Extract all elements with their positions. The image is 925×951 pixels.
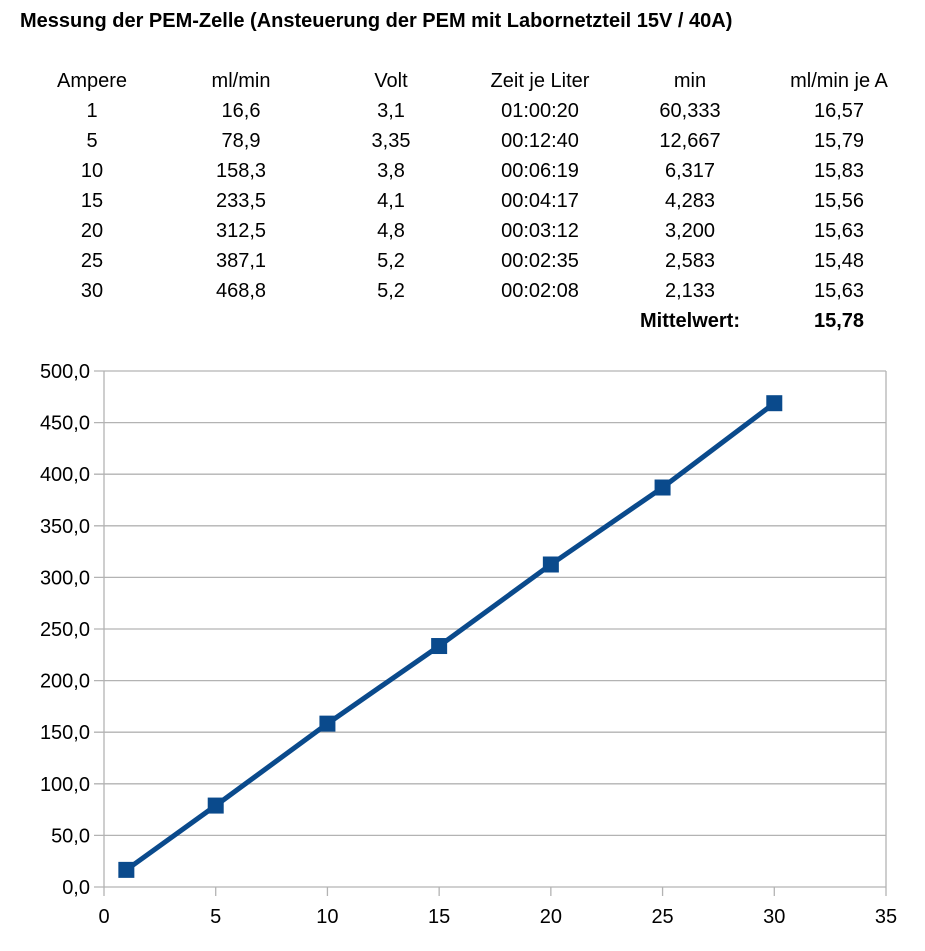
x-tick-label: 30	[763, 906, 785, 928]
table-row-cell: 15	[80, 190, 104, 212]
table-row-cell: 00:06:19	[501, 160, 579, 182]
table-row-cell: 3,1	[377, 100, 405, 122]
table-row-cell: 1	[86, 100, 98, 122]
table-row: 25 387,1 5,2 00:02:35 2,583 15,48	[0, 250, 925, 280]
x-tick-label: 15	[428, 906, 450, 928]
y-tick-label: 0,0	[62, 877, 90, 899]
table-row: 15 233,5 4,1 00:04:17 4,283 15,56	[0, 190, 925, 220]
table-row-cell: 15,63	[813, 280, 865, 302]
table-row-cell: 00:02:08	[501, 280, 579, 302]
table-row-cell: 4,8	[377, 220, 405, 242]
table-row-cell: 00:04:17	[501, 190, 579, 212]
table-header-cell: Ampere	[56, 70, 128, 92]
table-row-cell: 387,1	[215, 250, 267, 272]
y-tick-label: 350,0	[40, 516, 90, 538]
table-row-cell: 15,79	[813, 130, 865, 152]
table-header-cell: Volt	[374, 70, 408, 92]
table-row-cell: 2,133	[664, 280, 716, 302]
table-row-cell: 3,8	[377, 160, 405, 182]
y-tick-label: 400,0	[40, 464, 90, 486]
table-row-cell: 12,667	[659, 130, 721, 152]
table-row-cell: 15,83	[813, 160, 865, 182]
table-row-cell: 5	[86, 130, 98, 152]
y-tick-label: 150,0	[40, 722, 90, 744]
table-row-cell: 15,48	[813, 250, 865, 272]
table-row-cell: 60,333	[659, 100, 721, 122]
square-marker-icon	[766, 395, 783, 412]
x-tick-label: 35	[875, 906, 897, 928]
table-row-cell: 00:02:35	[501, 250, 579, 272]
table-row-cell: 158,3	[215, 160, 267, 182]
x-tick-label: 10	[316, 906, 338, 928]
table-row-cell: 468,8	[215, 280, 267, 302]
y-tick-label: 450,0	[40, 413, 90, 435]
table-row-cell: 312,5	[215, 220, 267, 242]
summary-row: Mittelwert: 15,78	[0, 310, 925, 340]
summary-row-cell: Mittelwert:	[640, 310, 740, 332]
table-row-cell: 3,200	[664, 220, 716, 242]
table-header-cell: Zeit je Liter	[490, 70, 590, 92]
y-tick-label: 100,0	[40, 774, 90, 796]
table-row-cell: 233,5	[215, 190, 267, 212]
table-row: 1 16,6 3,1 01:00:20 60,333 16,57	[0, 100, 925, 130]
table-header: Ampere ml/min Volt Zeit je Liter min ml/min j…	[0, 70, 925, 100]
table-row: 5 78,9 3,35 00:12:40 12,667 15,79	[0, 130, 925, 160]
table-row: 20 312,5 4,8 00:03:12 3,200 15,63	[0, 220, 925, 250]
table-row-cell: 2,583	[664, 250, 716, 272]
y-tick-label: 250,0	[40, 619, 90, 641]
table-row: 30 468,8 5,2 00:02:08 2,133 15,63	[0, 280, 925, 310]
table-row-cell: 25	[80, 250, 104, 272]
table-header-cell: min	[673, 70, 707, 92]
x-tick-label: 20	[540, 906, 562, 928]
square-marker-icon	[654, 479, 671, 496]
table-row-cell: 01:00:20	[501, 100, 579, 122]
table-row-cell: 00:12:40	[501, 130, 579, 152]
x-tick-label: 0	[98, 906, 109, 928]
table-row-cell: 30	[80, 280, 104, 302]
table-row-cell: 10	[80, 160, 104, 182]
x-tick-label: 5	[210, 906, 221, 928]
summary-row-cell: 15,78	[813, 310, 865, 332]
table-header-cell: ml/min je A	[790, 70, 888, 92]
table-row-cell: 5,2	[377, 250, 405, 272]
y-tick-label: 200,0	[40, 671, 90, 693]
square-marker-icon	[207, 797, 224, 814]
table-row-cell: 00:03:12	[501, 220, 579, 242]
table-row-cell: 4,1	[377, 190, 405, 212]
line-chart: 0,0 50,0 100,0 150,0 200,0 250,0 300,0 350,0 400…	[40, 361, 897, 928]
square-marker-icon	[118, 861, 135, 878]
table-row-cell: 15,63	[813, 220, 865, 242]
page-title: Messung der PEM-Zelle (Ansteuerung der P…	[20, 10, 733, 32]
y-tick-label: 500,0	[40, 361, 90, 383]
table-row-cell: 78,9	[221, 130, 261, 152]
y-tick-label: 300,0	[40, 567, 90, 589]
square-marker-icon	[431, 638, 448, 655]
table-row-cell: 5,2	[377, 280, 405, 302]
table-row-cell: 6,317	[664, 160, 716, 182]
table-row-cell: 4,283	[664, 190, 716, 212]
table-row: 10 158,3 3,8 00:06:19 6,317 15,83	[0, 160, 925, 190]
table-header-cell: ml/min	[211, 70, 271, 92]
table-row-cell: 16,6	[221, 100, 261, 122]
x-tick-label: 25	[651, 906, 673, 928]
table-row-cell: 15,56	[813, 190, 865, 212]
table-row-cell: 3,35	[371, 130, 411, 152]
table-row-cell: 16,57	[813, 100, 865, 122]
table-row-cell: 20	[80, 220, 104, 242]
y-tick-label: 50,0	[51, 825, 90, 847]
square-marker-icon	[542, 556, 559, 573]
square-marker-icon	[319, 715, 336, 732]
